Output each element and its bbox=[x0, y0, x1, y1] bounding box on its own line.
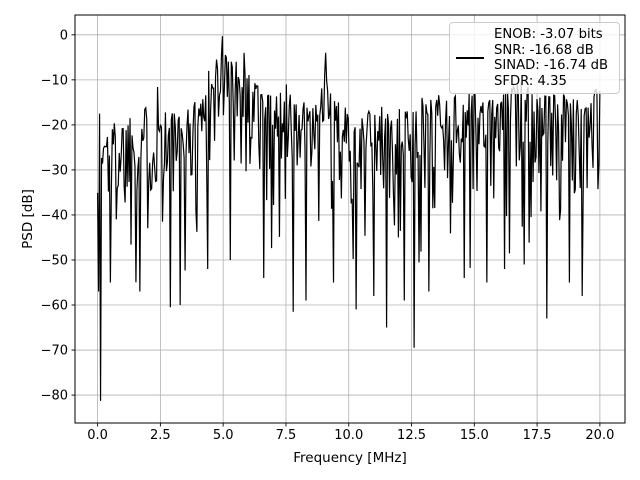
x-tick-label: 12.5 bbox=[397, 428, 426, 443]
x-tick-label: 0.0 bbox=[87, 428, 108, 443]
y-tick-label: −80 bbox=[41, 389, 68, 404]
y-tick-label: −30 bbox=[41, 163, 68, 178]
x-tick-label: 5.0 bbox=[213, 428, 234, 443]
y-tick-label: 0 bbox=[60, 28, 68, 43]
legend-handle-column bbox=[456, 27, 494, 89]
x-tick-label: 20.0 bbox=[585, 428, 614, 443]
y-tick-label: −40 bbox=[41, 208, 68, 223]
x-axis-label: Frequency [MHz] bbox=[293, 450, 407, 466]
legend-snr-label: SNR: -16.68 dB bbox=[494, 42, 594, 58]
y-tick-label: −10 bbox=[41, 73, 68, 88]
y-axis-label: PSD [dB] bbox=[20, 189, 36, 249]
tick-marks bbox=[71, 34, 601, 427]
legend: ENOB: -3.07 bits SNR: -16.68 dB SINAD: -… bbox=[449, 22, 620, 94]
x-tick-label: 7.5 bbox=[276, 428, 297, 443]
psd-line bbox=[97, 36, 601, 401]
y-tick-label: −60 bbox=[41, 299, 68, 314]
y-tick-label: −70 bbox=[41, 344, 68, 359]
tick-labels: 0.0 2.5 5.0 7.5 10.0 12.5 15.0 17.5 20.0 0 −10 −20 −… bbox=[41, 28, 615, 443]
x-tick-label: 15.0 bbox=[460, 428, 489, 443]
x-tick-label: 2.5 bbox=[150, 428, 171, 443]
x-tick-label: 17.5 bbox=[523, 428, 552, 443]
legend-line-sample-icon bbox=[456, 57, 484, 59]
legend-text: ENOB: -3.07 bits SNR: -16.68 dB SINAD: -… bbox=[494, 27, 608, 89]
legend-sfdr-label: SFDR: 4.35 bbox=[494, 73, 567, 89]
y-tick-label: −20 bbox=[41, 118, 68, 133]
axes-spines bbox=[74, 14, 626, 424]
y-tick-label: −50 bbox=[41, 253, 68, 268]
legend-enob-label: ENOB: -3.07 bits bbox=[494, 27, 603, 42]
legend-sinad-label: SINAD: -16.74 dB bbox=[494, 58, 609, 74]
x-tick-label: 10.0 bbox=[334, 428, 363, 443]
